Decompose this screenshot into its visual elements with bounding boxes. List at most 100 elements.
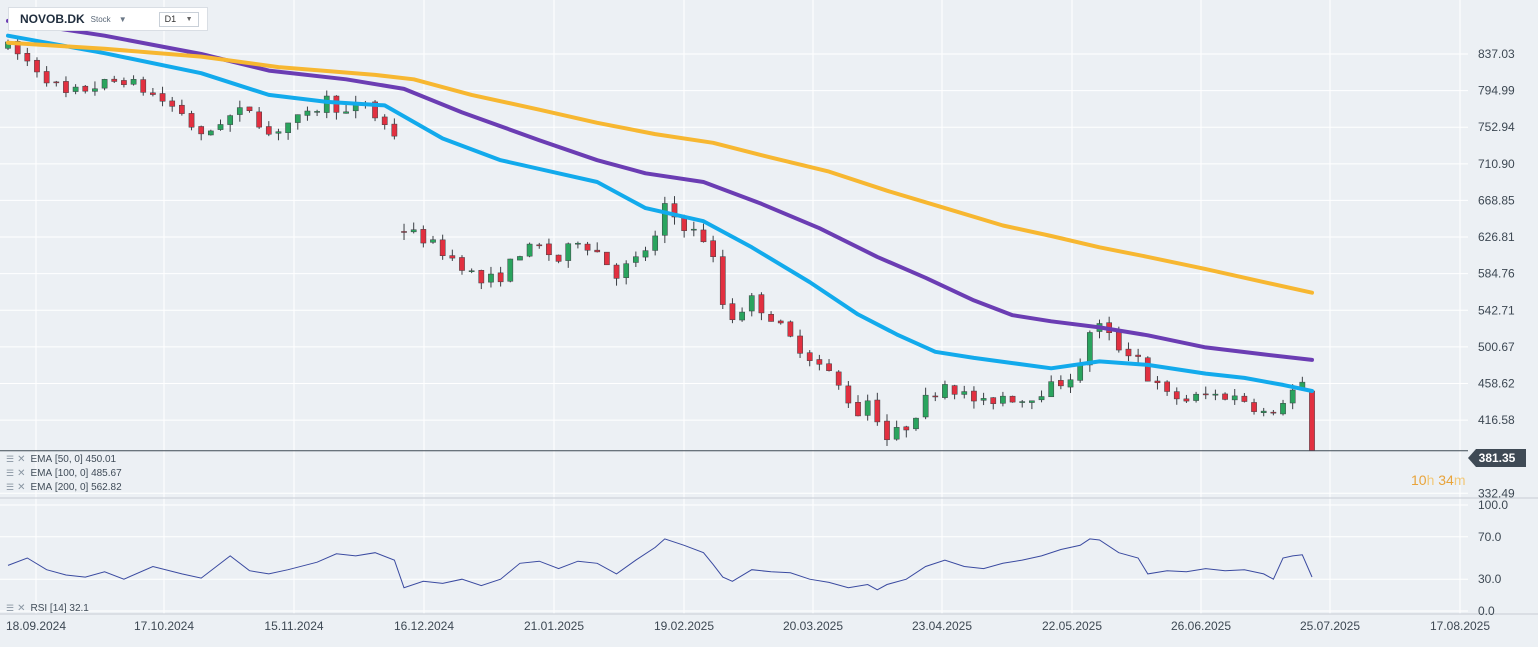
candle-body[interactable] [748,295,755,312]
candle-body[interactable] [623,263,630,278]
candle-body[interactable] [449,255,456,259]
candle-body[interactable] [401,231,407,233]
candle-body[interactable] [92,88,98,92]
candle-body[interactable] [797,335,803,354]
candle-body[interactable] [777,320,784,324]
candle-body[interactable] [285,122,291,133]
candle-body[interactable] [1029,400,1035,403]
candle-body[interactable] [613,264,620,279]
candle-body[interactable] [1231,395,1238,401]
candle-body[interactable] [546,243,552,256]
legend-rsi[interactable]: ☰ ✕ RSI [14] 32.1 [6,603,89,614]
symbol-selector[interactable]: NOVOB.DK Stock ▼ D1 ▼ [8,7,208,31]
close-icon[interactable]: ✕ [17,454,26,465]
legend-ema200[interactable]: ☰ ✕ EMA [200, 0] 562.82 [6,482,122,493]
candle-body[interactable] [207,130,214,136]
candle-body[interactable] [304,110,311,116]
drag-handle-icon[interactable]: ☰ [6,454,15,464]
candle-body[interactable] [246,106,253,111]
candle-body[interactable] [739,311,745,321]
candle-body[interactable] [1222,393,1228,400]
candle-body[interactable] [584,243,591,251]
candle-body[interactable] [1154,380,1161,384]
candle-body[interactable] [864,400,871,416]
candle-body[interactable] [381,116,388,125]
candle-body[interactable] [758,294,765,314]
candle-body[interactable] [236,107,243,115]
candle-body[interactable] [478,270,485,284]
candle-body[interactable] [1270,411,1277,414]
candle-body[interactable] [34,59,40,73]
candle-body[interactable] [555,254,562,262]
close-icon[interactable]: ✕ [17,482,26,493]
legend-ema50[interactable]: ☰ ✕ EMA [50, 0] 450.01 [6,454,116,465]
candle-body[interactable] [951,385,958,395]
candle-body[interactable] [990,397,997,404]
candle-body[interactable] [980,398,987,401]
candle-body[interactable] [1241,395,1248,402]
candle-body[interactable] [1000,395,1006,404]
candle-body[interactable] [159,93,166,102]
candle-body[interactable] [671,203,678,218]
candle-body[interactable] [874,399,881,423]
candle-body[interactable] [1173,391,1180,400]
candle-body[interactable] [1309,390,1315,451]
candle-body[interactable] [565,243,572,261]
candle-body[interactable] [826,363,832,371]
candle-body[interactable] [517,256,523,261]
candle-body[interactable] [265,126,272,135]
candle-body[interactable] [806,352,813,361]
candle-body[interactable] [420,229,427,244]
candle-body[interactable] [1077,364,1084,381]
candle-body[interactable] [111,78,118,82]
candle-body[interactable] [43,71,50,84]
candle-body[interactable] [169,100,176,107]
candle-body[interactable] [150,92,156,95]
candle-body[interactable] [121,80,127,85]
candle-body[interactable] [1135,354,1141,357]
candle-body[interactable] [536,244,543,247]
candle-body[interactable] [1009,395,1016,403]
candle-body[interactable] [1038,396,1045,401]
candle-body[interactable] [710,240,716,257]
drag-handle-icon[interactable]: ☰ [6,603,15,613]
candle-body[interactable] [53,81,60,84]
candle-body[interactable] [1067,379,1074,388]
candle-body[interactable] [942,384,948,398]
candle-body[interactable] [72,86,79,92]
candle-body[interactable] [130,79,137,85]
candle-body[interactable] [855,401,861,417]
candle-body[interactable] [1202,393,1209,396]
candle-body[interactable] [217,124,224,130]
candle-body[interactable] [893,427,900,440]
candle-body[interactable] [816,359,823,365]
candle-body[interactable] [430,239,436,243]
chevron-down-icon[interactable]: ▼ [118,14,127,24]
candle-body[interactable] [372,101,378,119]
candle-body[interactable] [932,395,939,398]
candle-body[interactable] [961,391,968,395]
drag-handle-icon[interactable]: ☰ [6,468,15,478]
close-icon[interactable]: ✕ [17,603,26,614]
candle-body[interactable] [681,217,687,231]
candle-body[interactable] [903,426,910,431]
candle-body[interactable] [1260,410,1267,413]
candle-body[interactable] [661,203,668,236]
candle-body[interactable] [1193,393,1199,401]
candle-body[interactable] [884,420,890,441]
candle-body[interactable] [507,258,514,282]
candle-body[interactable] [1086,332,1093,366]
candle-body[interactable] [391,123,398,137]
candle-body[interactable] [140,79,147,93]
candle-body[interactable] [575,242,581,245]
candle-body[interactable] [488,273,494,283]
candle-body[interactable] [1058,380,1064,387]
candle-body[interactable] [1164,381,1170,392]
legend-ema100[interactable]: ☰ ✕ EMA [100, 0] 485.67 [6,468,122,479]
candle-body[interactable] [787,321,794,337]
candle-body[interactable] [1251,402,1257,412]
drag-handle-icon[interactable]: ☰ [6,482,15,492]
candle-body[interactable] [323,95,330,113]
candle-body[interactable] [690,228,697,231]
candle-body[interactable] [594,249,601,253]
